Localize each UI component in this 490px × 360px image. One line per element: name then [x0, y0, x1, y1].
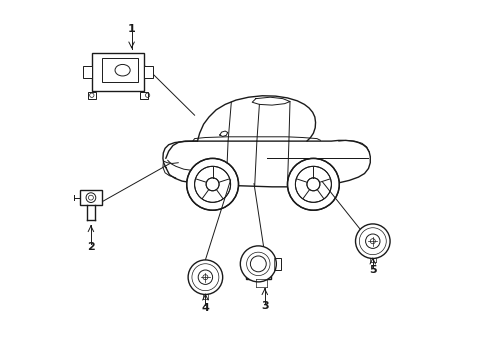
Bar	[92, 53, 145, 91]
Bar	[246, 252, 270, 279]
Bar	[88, 91, 96, 99]
Circle shape	[240, 246, 276, 282]
Text: 4: 4	[201, 303, 209, 313]
Bar	[140, 91, 148, 99]
Circle shape	[288, 158, 339, 210]
Circle shape	[356, 224, 390, 258]
Text: 5: 5	[369, 265, 377, 275]
Bar	[271, 258, 281, 270]
Bar	[145, 66, 153, 78]
Bar	[102, 58, 138, 82]
Text: 2: 2	[87, 242, 95, 252]
Bar	[83, 66, 92, 78]
Text: 3: 3	[261, 301, 269, 311]
Text: 1: 1	[128, 24, 135, 34]
Bar	[80, 190, 102, 205]
Circle shape	[188, 260, 222, 294]
Circle shape	[187, 158, 239, 210]
